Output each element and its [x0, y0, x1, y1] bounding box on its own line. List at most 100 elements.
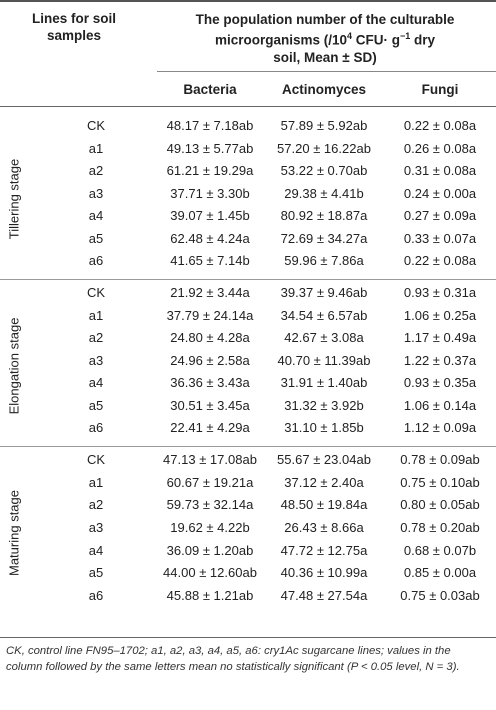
cell-line: a5: [88, 230, 104, 246]
footnote-text-2: < 0.05 level,: [357, 661, 426, 673]
cell-bacteria: 36.36 ± 3.43a: [170, 375, 250, 391]
cell-bacteria: 41.65 ± 7.14b: [170, 253, 250, 269]
cell-line: a6: [88, 587, 104, 603]
cell-fungi: 0.27 ± 0.09a: [403, 208, 477, 224]
cell-line: a4: [88, 375, 104, 391]
cell-actinomyces: 72.69 ± 34.27a: [280, 230, 368, 246]
cell-fungi: 1.06 ± 0.25a: [403, 307, 477, 323]
cell-bacteria: 62.48 ± 4.24a: [170, 230, 250, 246]
cell-bacteria: 24.96 ± 2.58a: [170, 352, 250, 368]
cell-actinomyces: 39.37 ± 9.46ab: [280, 285, 368, 301]
cell-actinomyces: 26.43 ± 8.66a: [284, 519, 364, 535]
cell-bacteria: 22.41 ± 4.29a: [170, 420, 250, 436]
cell-fungi: 1.22 ± 0.37a: [403, 352, 477, 368]
stage-separator: [0, 446, 496, 447]
cell-bacteria: 37.71 ± 3.30b: [170, 185, 250, 201]
header-group-title: The population number of the culturable …: [157, 11, 493, 66]
stage-label: Maturing stage: [6, 490, 22, 577]
cell-actinomyces: 31.32 ± 3.92b: [284, 397, 364, 413]
cell-actinomyces: 55.67 ± 23.04ab: [277, 452, 371, 468]
cell-actinomyces: 57.89 ± 5.92ab: [280, 118, 368, 133]
cell-fungi: 0.31 ± 0.08a: [403, 163, 477, 179]
footnote-text-1: CK, control line FN95–1702; a1, a2, a3, …: [6, 645, 451, 673]
cell-fungi: 0.78 ± 0.20ab: [400, 519, 480, 535]
cell-actinomyces: 34.54 ± 6.57ab: [280, 307, 368, 323]
cell-line: a3: [88, 185, 104, 201]
cell-fungi: 0.93 ± 0.35a: [403, 375, 477, 391]
stage-separator: [0, 278, 496, 280]
cell-fungi: 0.85 ± 0.00a: [403, 565, 477, 581]
footnote-p-variable: P: [350, 661, 358, 673]
header-bottom-rule: [0, 106, 496, 107]
header-group-line-2-a: microorganisms (/10: [214, 32, 347, 48]
cell-line: a3: [88, 519, 104, 535]
cell-actinomyces: 31.91 ± 1.40ab: [280, 375, 368, 391]
cell-bacteria: 48.17 ± 7.18ab: [166, 118, 254, 133]
cell-bacteria: 39.07 ± 1.45b: [170, 208, 250, 224]
header-actinomyces: Actinomyces: [281, 82, 367, 97]
cell-fungi: 0.24 ± 0.00a: [403, 185, 477, 201]
cell-fungi: 1.12 ± 0.09a: [403, 420, 477, 436]
cell-line: a1: [88, 140, 104, 156]
cell-actinomyces: 47.72 ± 12.75a: [280, 542, 368, 558]
cell-bacteria: 44.00 ± 12.60ab: [163, 565, 257, 581]
cell-bacteria: 47.13 ± 17.08ab: [163, 452, 257, 468]
cell-line: a4: [88, 542, 104, 558]
cell-bacteria: 19.62 ± 4.22b: [170, 519, 250, 535]
header-lines-label-1: Lines for soil: [31, 11, 116, 26]
cell-bacteria: 61.21 ± 19.29a: [166, 163, 254, 179]
cell-fungi: 0.33 ± 0.07a: [403, 230, 477, 246]
header-group-line-3: soil, Mean ± SD): [273, 49, 377, 65]
cell-actinomyces: 31.10 ± 1.85b: [284, 420, 364, 436]
cell-bacteria: 24.80 ± 4.28a: [170, 330, 250, 346]
cell-bacteria: 36.09 ± 1.20ab: [166, 542, 254, 558]
stage-label: Elongation stage: [6, 317, 22, 415]
cell-line: a5: [88, 397, 104, 413]
cell-bacteria: 21.92 ± 3.44a: [170, 285, 250, 301]
cell-line: CK: [86, 452, 106, 468]
cell-line: a2: [88, 497, 104, 513]
header-group-line-2-c: dry: [410, 32, 436, 48]
table-footnote: CK, control line FN95–1702; a1, a2, a3, …: [6, 643, 490, 675]
header-lines-for-soil-samples: Lines for soil samples: [4, 10, 144, 44]
header-lines-label-2: samples: [46, 28, 102, 43]
cell-actinomyces: 57.20 ± 16.22ab: [277, 140, 371, 156]
header-bacteria: Bacteria: [183, 82, 237, 97]
cell-actinomyces: 48.50 ± 19.84a: [280, 497, 368, 513]
stage-label: Tillering stage: [6, 158, 22, 240]
cell-fungi: 0.68 ± 0.07b: [403, 542, 477, 558]
cell-line: CK: [86, 285, 106, 301]
header-group-sup-neg1: −1: [400, 31, 411, 41]
table-top-rule: [0, 0, 496, 2]
cell-fungi: 0.26 ± 0.08a: [403, 140, 477, 156]
header-group-line-2-b: CFU· g: [352, 32, 401, 48]
cell-fungi: 0.80 ± 0.05ab: [400, 497, 480, 513]
cell-fungi: 0.22 ± 0.08a: [403, 118, 477, 133]
table-bottom-rule: [0, 637, 496, 638]
header-group-line-2: microorganisms (/104 CFU· g−1 dry: [157, 28, 493, 49]
cell-fungi: 0.93 ± 0.31a: [403, 285, 477, 301]
cell-actinomyces: 42.67 ± 3.08a: [284, 330, 364, 346]
cell-actinomyces: 47.48 ± 27.54a: [280, 587, 368, 603]
cell-line: a2: [88, 330, 104, 346]
cell-actinomyces: 29.38 ± 4.41b: [284, 185, 364, 201]
cell-bacteria: 45.88 ± 1.21ab: [166, 587, 254, 603]
cell-actinomyces: 40.70 ± 11.39ab: [277, 352, 371, 368]
cell-bacteria: 49.13 ± 5.77ab: [166, 140, 254, 156]
cell-line: a1: [88, 474, 104, 490]
cell-actinomyces: 53.22 ± 0.70ab: [280, 163, 368, 179]
cell-line: a3: [88, 352, 104, 368]
cell-line: a6: [88, 420, 104, 436]
cell-line: a5: [88, 565, 104, 581]
cell-fungi: 1.06 ± 0.14a: [403, 397, 477, 413]
cell-bacteria: 60.67 ± 19.21a: [166, 474, 254, 490]
cell-actinomyces: 59.96 ± 7.86a: [284, 253, 364, 269]
cell-line: a2: [88, 163, 104, 179]
cell-fungi: 0.78 ± 0.09ab: [400, 452, 480, 468]
header-group-underline: [157, 71, 496, 72]
footnote-text-3: = 3).: [433, 661, 460, 673]
cell-fungi: 0.22 ± 0.08a: [403, 253, 477, 269]
cell-fungi: 0.75 ± 0.03ab: [400, 587, 480, 603]
cell-actinomyces: 40.36 ± 10.99a: [280, 565, 368, 581]
cell-line: a4: [88, 208, 104, 224]
